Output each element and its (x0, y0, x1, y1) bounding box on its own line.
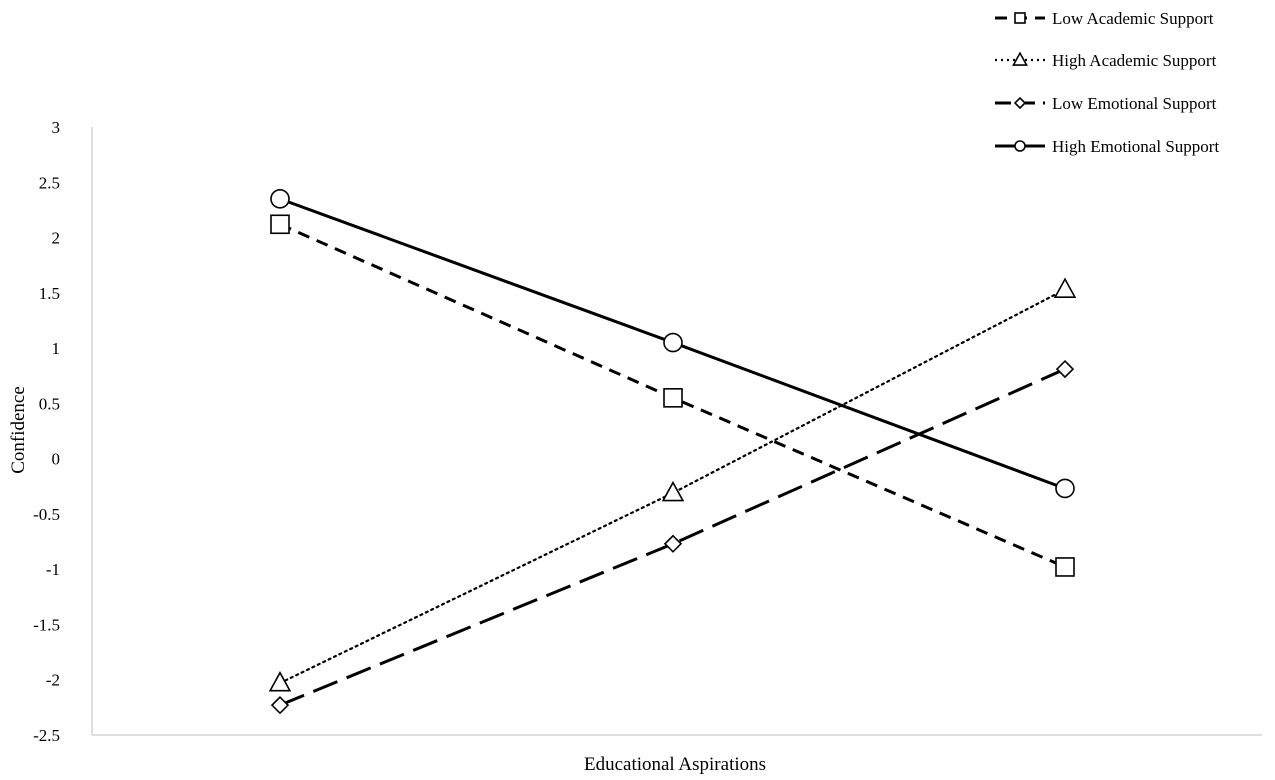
legend-label: High Emotional Support (1052, 137, 1219, 156)
y-tick-label: -2 (46, 671, 60, 690)
legend-item: High Emotional Support (995, 137, 1219, 156)
circle-marker (1014, 140, 1026, 152)
y-tick-label: 0 (52, 450, 61, 469)
y-tick-label: 1.5 (39, 284, 60, 303)
triangle-marker (1053, 277, 1077, 298)
legend-label: High Academic Support (1052, 51, 1217, 70)
y-tick-label: -1 (46, 560, 60, 579)
circle-marker (663, 332, 683, 353)
triangle-marker (661, 480, 685, 502)
diamond-marker (1055, 359, 1075, 379)
legend-label: Low Emotional Support (1052, 94, 1217, 113)
y-tick-label: 2.5 (39, 173, 60, 192)
triangle-marker (268, 671, 292, 692)
y-axis-title: Confidence (8, 386, 29, 474)
triangle-marker (1012, 51, 1028, 66)
y-tick-label: -1.5 (33, 615, 60, 634)
circle-marker (270, 189, 290, 209)
y-tick-label: 3 (52, 118, 61, 137)
circle-marker (1055, 478, 1075, 499)
legend: Low Academic Support High Academic Suppor… (995, 9, 1219, 156)
square-marker (270, 214, 290, 235)
legend-item: Low Emotional Support (995, 94, 1217, 113)
x-axis-title: Educational Aspirations (584, 754, 766, 775)
series-markers (268, 189, 1077, 715)
square-marker (1055, 557, 1075, 577)
series-line-1 (278, 288, 1067, 685)
y-tick-label: -2.5 (33, 726, 60, 745)
y-tick-label: 0.5 (39, 394, 60, 413)
y-tick-label: 2 (52, 229, 61, 248)
diamond-marker (663, 534, 683, 553)
y-tick-label: -0.5 (33, 505, 60, 524)
y-tick-label: 1 (52, 339, 61, 358)
y-axis: 3 2.5 2 1.5 1 0.5 0 -0.5 -1 -1.5 -2 -2.5 (33, 118, 93, 745)
legend-item: Low Academic Support (995, 9, 1214, 28)
series-lines (278, 197, 1067, 707)
diamond-marker (1013, 96, 1027, 110)
diamond-marker (270, 696, 290, 715)
legend-label: Low Academic Support (1052, 9, 1214, 28)
square-marker (663, 388, 683, 408)
square-marker (1014, 12, 1026, 24)
legend-item: High Academic Support (995, 51, 1217, 70)
